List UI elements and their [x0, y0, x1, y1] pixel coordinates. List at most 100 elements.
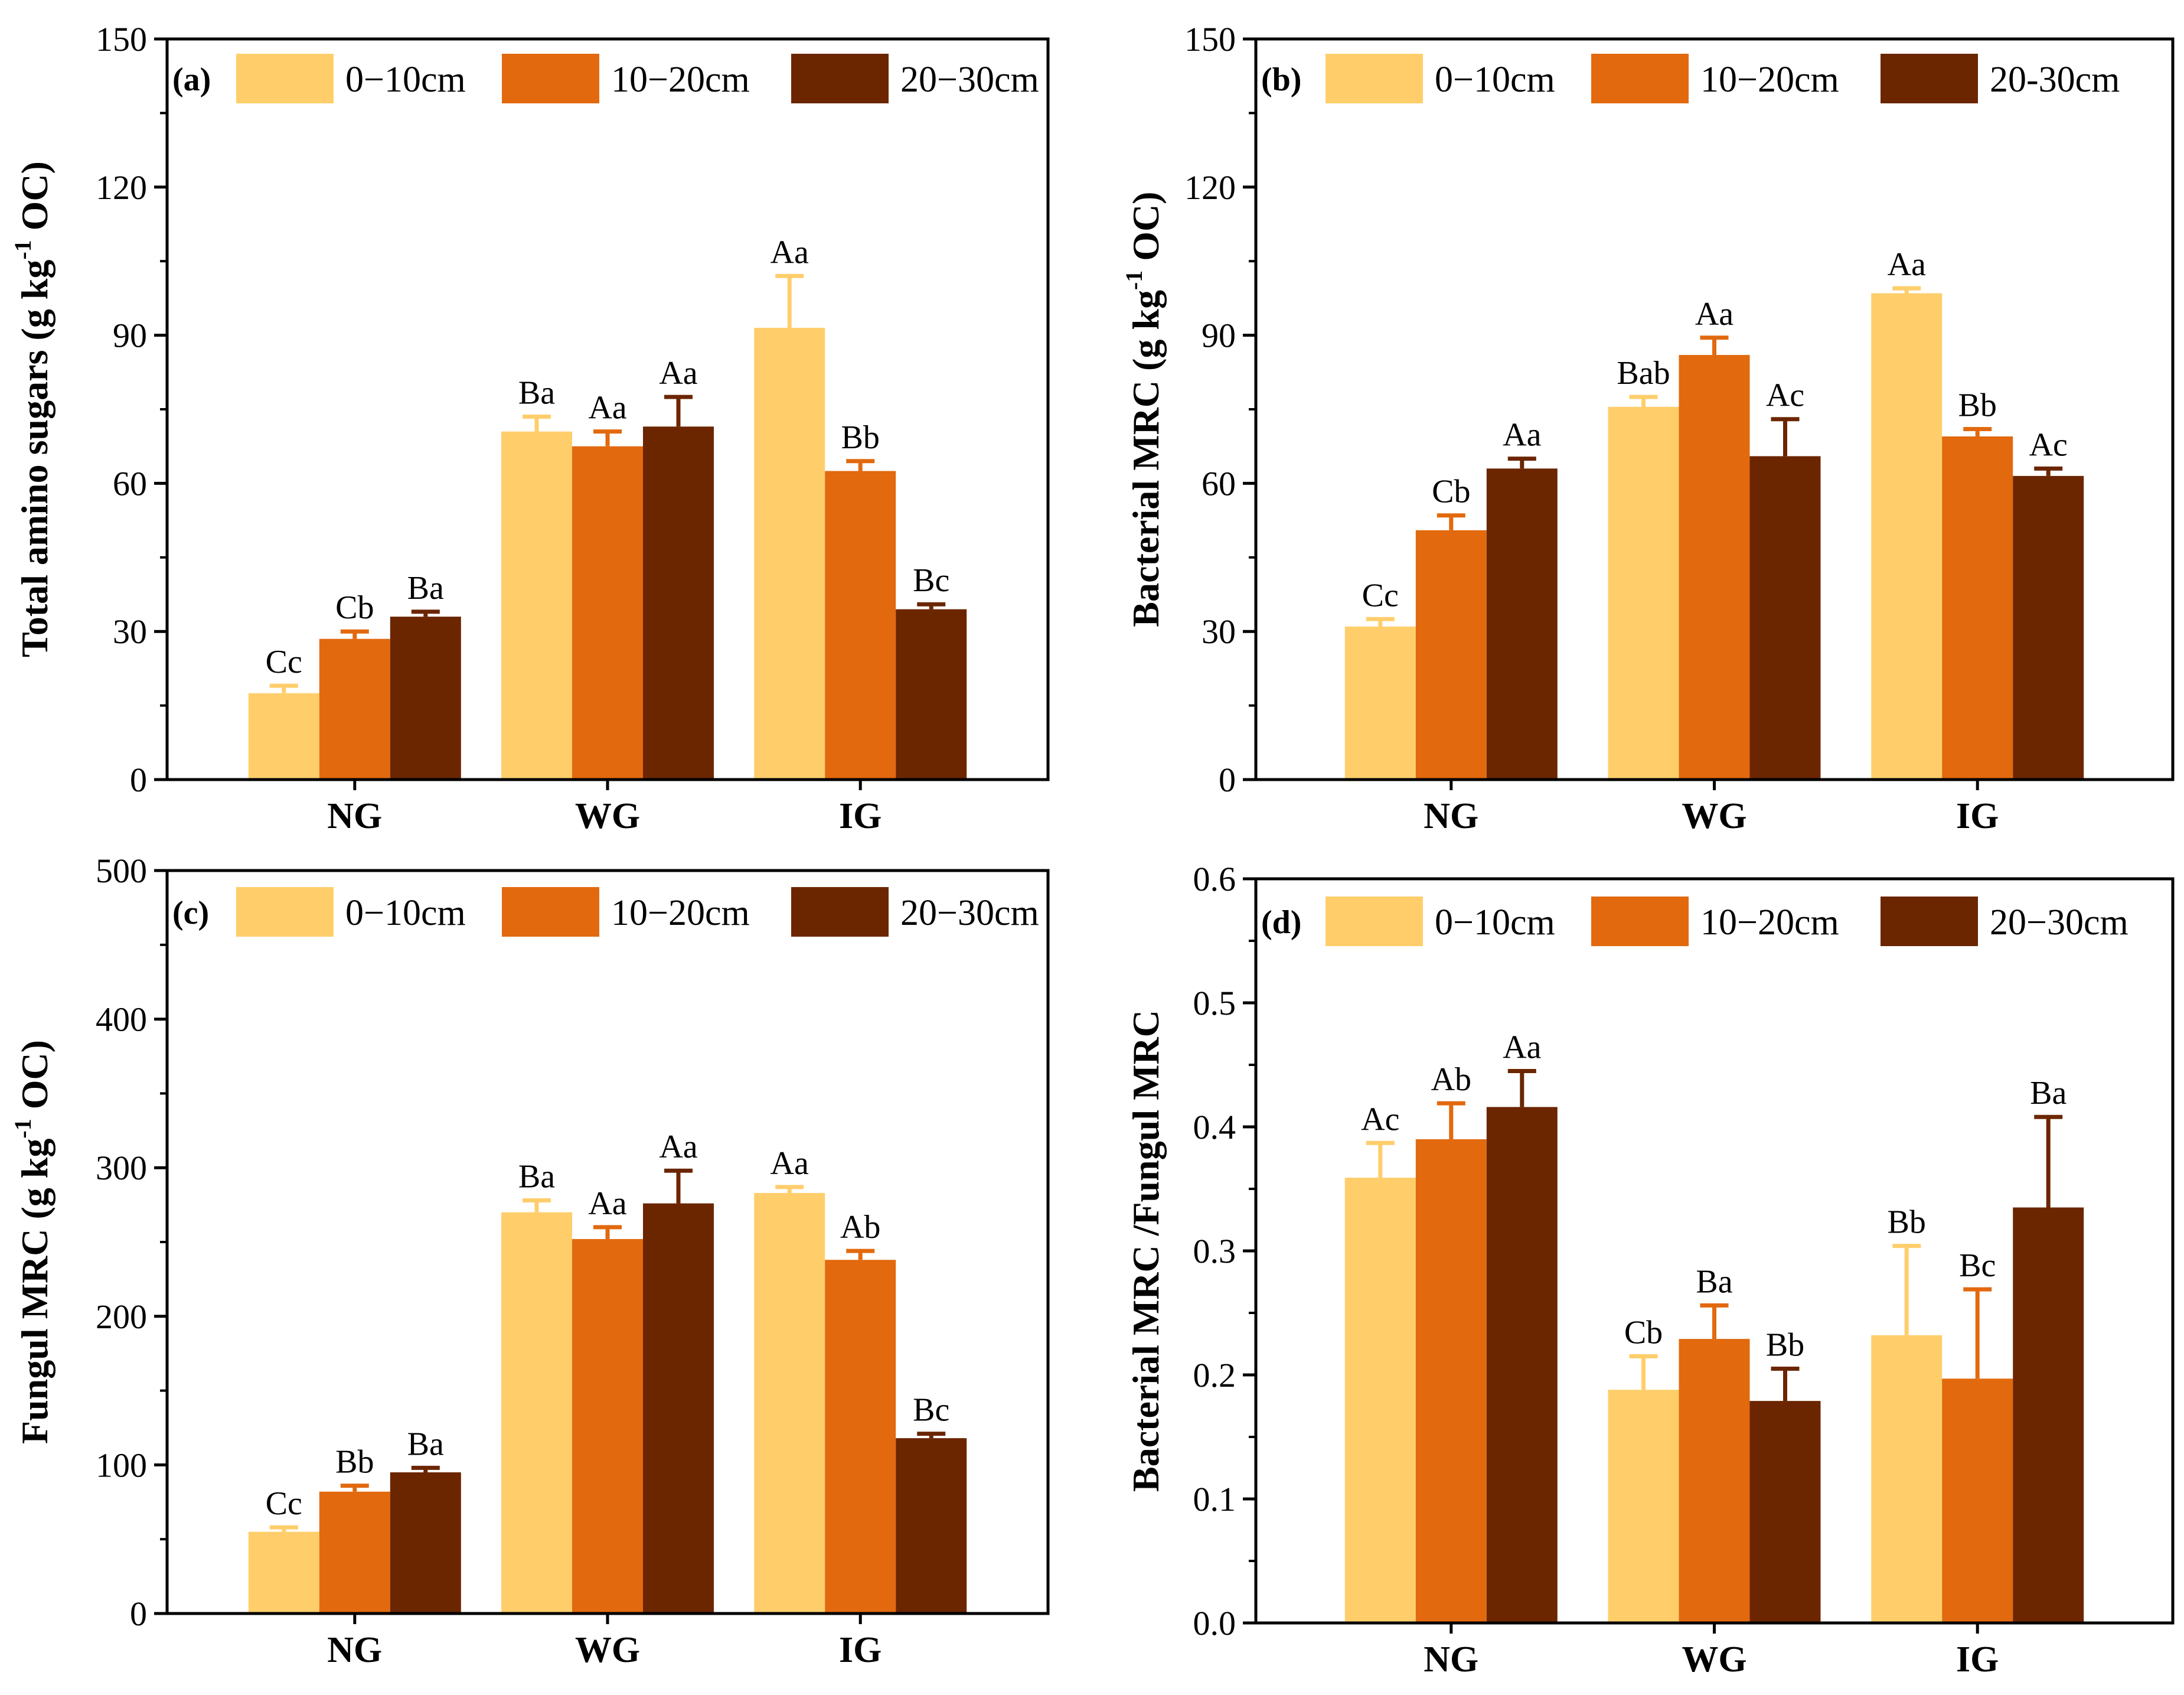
- significance-label: Cc: [266, 644, 302, 680]
- bar: [1608, 406, 1679, 780]
- x-tick-label: WG: [575, 1630, 640, 1670]
- y-tick-label: 0.2: [1193, 1356, 1236, 1394]
- x-tick-label: WG: [1682, 1639, 1746, 1680]
- y-axis-title: Bacterial MRC /Fungul MRC: [1125, 1010, 1167, 1492]
- bar: [1942, 1378, 2013, 1623]
- significance-label: Bb: [335, 1444, 374, 1481]
- y-tick-label: 30: [113, 612, 147, 651]
- x-tick-label: NG: [327, 1630, 382, 1670]
- significance-label: Ac: [1361, 1101, 1399, 1137]
- y-tick-label: 0.5: [1193, 984, 1236, 1022]
- legend-swatch: [1591, 54, 1689, 103]
- significance-label: Ba: [407, 570, 444, 607]
- bar: [248, 1531, 319, 1613]
- significance-label: Aa: [588, 1185, 626, 1222]
- legend-label: 10−20cm: [1700, 60, 1839, 100]
- y-axis-title: Total amino sugars (g kg-1 OC): [9, 161, 56, 657]
- y-tick-label: 400: [96, 1000, 147, 1039]
- significance-label: Bb: [841, 419, 880, 456]
- significance-label: Cb: [1432, 474, 1470, 510]
- bar: [501, 431, 572, 780]
- legend-swatch: [1326, 897, 1423, 946]
- legend-swatch: [236, 887, 334, 937]
- legend-swatch: [791, 887, 889, 937]
- significance-label: Aa: [1695, 296, 1734, 333]
- y-axis-title: Fungul MRC (g kg-1 OC): [9, 1040, 56, 1444]
- significance-label: Aa: [771, 1145, 809, 1182]
- legend-swatch: [502, 54, 599, 103]
- significance-label: Ac: [2029, 426, 2068, 463]
- panel-label: (d): [1261, 904, 1301, 941]
- significance-label: Cb: [335, 589, 374, 626]
- y-tick-label: 0: [130, 761, 147, 799]
- y-tick-label: 90: [1202, 317, 1236, 355]
- panel-label: (c): [172, 895, 209, 931]
- y-tick-label: 150: [96, 20, 147, 58]
- y-tick-label: 500: [96, 852, 147, 890]
- y-tick-label: 0.3: [1193, 1232, 1236, 1270]
- y-tick-label: 150: [1184, 20, 1236, 58]
- y-tick-label: 300: [96, 1149, 147, 1187]
- bar: [1679, 355, 1750, 780]
- bar: [1871, 1335, 1943, 1623]
- bar: [825, 1260, 896, 1613]
- panel-label: (a): [172, 61, 211, 98]
- legend-label: 10−20cm: [611, 893, 750, 933]
- significance-label: Cb: [1624, 1315, 1663, 1351]
- bar: [1344, 626, 1416, 780]
- bar: [1344, 1178, 1416, 1623]
- panel-c: Cc Ba Aa Bb Aa Ab Ba Aa Bc 0 100 200 300 400 500 NG WG IG…: [9, 852, 1050, 1670]
- y-tick-label: 0.4: [1193, 1108, 1236, 1146]
- bar: [319, 1491, 390, 1613]
- panel-d: Ac Cb Bb Ab Ba Bc Aa Bb Ba 0.0 0.1 0.2 0.3 0.4 0.5 0.6 N…: [1125, 860, 2175, 1680]
- bar: [390, 1472, 461, 1613]
- legend-swatch: [1326, 54, 1423, 103]
- significance-label: Bb: [1766, 1327, 1804, 1364]
- legend-label: 20-30cm: [1990, 60, 2120, 100]
- bar: [1415, 530, 1487, 780]
- bar: [1486, 468, 1558, 780]
- x-tick-label: IG: [839, 796, 882, 836]
- y-tick-label: 90: [113, 317, 147, 355]
- x-tick-label: WG: [1682, 796, 1746, 836]
- bar: [896, 1438, 967, 1613]
- legend-label: 10−20cm: [1700, 902, 1839, 943]
- significance-label: Bb: [1958, 387, 1997, 423]
- bar: [572, 446, 643, 780]
- significance-label: Bc: [913, 1392, 949, 1429]
- significance-label: Aa: [1503, 1029, 1541, 1066]
- x-tick-label: WG: [575, 796, 640, 836]
- panel-b: Cc Bab Aa Cb Aa Bb Aa Ac Ac 0 30 60 90 120 150 NG WG IG Ba…: [1121, 20, 2175, 836]
- panel-label: (b): [1261, 61, 1301, 98]
- y-tick-label: 60: [113, 464, 147, 503]
- bar: [248, 693, 319, 780]
- panel-a: Cc Ba Aa Cb Aa Bb Ba Aa Bc 0 30 60 90 120 150 NG WG IG Tot…: [9, 20, 1050, 836]
- x-tick-label: IG: [1956, 796, 1999, 836]
- y-tick-label: 30: [1202, 612, 1236, 651]
- y-axis-title: Bacterial MRC (g kg-1 OC): [1121, 191, 1167, 627]
- bar: [2013, 475, 2084, 780]
- legend-swatch: [1591, 897, 1689, 946]
- bar: [896, 609, 967, 780]
- bar: [643, 426, 714, 780]
- significance-label: Cc: [266, 1485, 302, 1522]
- x-tick-label: NG: [1424, 1639, 1478, 1680]
- significance-label: Aa: [659, 1129, 697, 1165]
- bar: [754, 1192, 825, 1613]
- significance-label: Ba: [2030, 1075, 2067, 1111]
- significance-label: Bab: [1617, 355, 1670, 392]
- bar: [1486, 1107, 1558, 1623]
- legend-swatch: [791, 54, 889, 103]
- significance-label: Ba: [518, 1159, 555, 1195]
- significance-label: Cc: [1362, 577, 1399, 614]
- x-tick-label: NG: [1424, 796, 1478, 836]
- legend-label: 20−30cm: [900, 893, 1039, 933]
- significance-label: Ab: [840, 1209, 880, 1246]
- significance-label: Aa: [1503, 417, 1541, 454]
- y-tick-label: 120: [1184, 168, 1236, 207]
- y-tick-label: 200: [96, 1298, 147, 1336]
- significance-label: Aa: [1888, 246, 1926, 283]
- x-tick-label: IG: [1956, 1639, 1999, 1680]
- y-tick-label: 120: [96, 168, 147, 207]
